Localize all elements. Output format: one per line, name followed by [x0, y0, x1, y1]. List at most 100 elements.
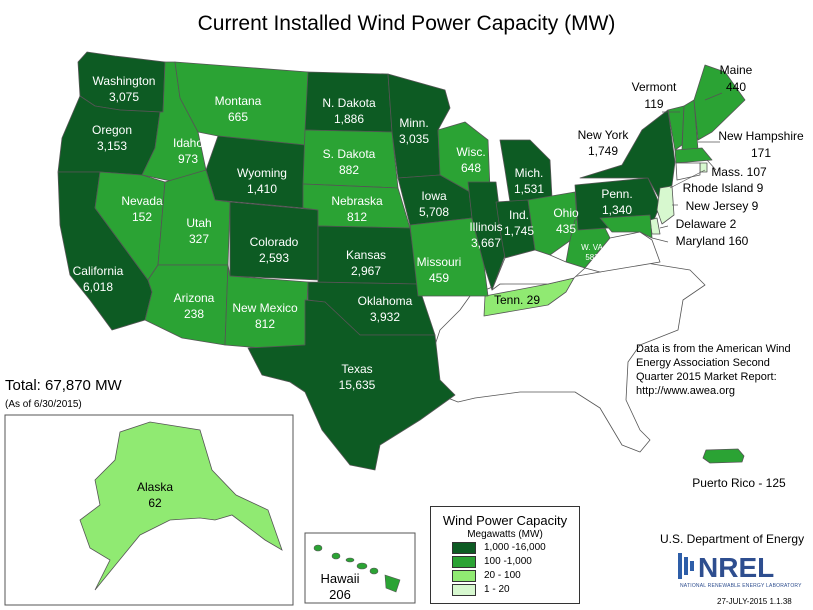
legend-item: 1,000 -16,000: [452, 541, 579, 554]
value-alaska: 62: [148, 496, 162, 510]
legend-title: Wind Power Capacity: [442, 513, 568, 528]
value-maine: 440: [726, 80, 746, 94]
legend-label: 100 -1,000: [484, 556, 532, 567]
label-new-mexico: New Mexico: [232, 301, 298, 315]
state-ohio: [527, 191, 579, 256]
legend: Wind Power Capacity Megawatts (MW) 1,000…: [430, 506, 580, 604]
state-maine: [693, 64, 746, 141]
label-oklahoma: Oklahoma: [358, 294, 413, 308]
legend-swatch-1000-16000: [452, 541, 476, 554]
value-utah: 327: [189, 232, 209, 246]
label-california: California: [73, 264, 124, 278]
legend-swatch-100-1000: [452, 555, 476, 568]
value-oklahoma: 3,932: [370, 310, 400, 324]
label-illinois: Illinois: [469, 220, 502, 234]
label-new-york: New York: [578, 128, 630, 142]
value-new-mexico: 812: [255, 317, 275, 331]
label-nebraska: Nebraska: [331, 194, 383, 208]
label-iowa: Iowa: [421, 189, 447, 203]
label-pennsylvania: Penn.: [601, 187, 632, 201]
value-kansas: 2,967: [351, 264, 381, 278]
legend-item: 1 - 20: [452, 583, 579, 596]
value-washington: 3,075: [109, 90, 139, 104]
legend-item: 20 - 100: [452, 569, 579, 582]
nrel-logo-mark: [678, 553, 694, 579]
nrel-subtitle: NATIONAL RENEWABLE ENERGY LABORATORY: [680, 583, 802, 589]
label-texas: Texas: [341, 362, 372, 376]
alaska-inset-frame: [4, 414, 294, 606]
legend-swatch-1-20: [452, 583, 476, 596]
value-colorado: 2,593: [259, 251, 289, 265]
state-wyoming: [205, 135, 306, 209]
value-montana: 665: [228, 110, 248, 124]
label-massachusetts: Mass. 107: [711, 165, 767, 179]
state-labels: Washington 3,075 Oregon 3,153 California…: [73, 74, 633, 392]
puerto-rico: [702, 448, 745, 464]
label-ohio: Ohio: [553, 206, 579, 220]
legend-item: 100 -1,000: [452, 555, 579, 568]
label-wisconsin: Wisc.: [456, 145, 485, 159]
value-missouri: 459: [429, 271, 449, 285]
hawaii-inset-frame: [304, 532, 416, 604]
label-rhode-island: Rhode Island 9: [683, 181, 764, 195]
state-arizona: [144, 264, 229, 346]
value-west-virginia: 583: [585, 253, 599, 262]
doe-credit: U.S. Department of Energy: [660, 532, 805, 546]
value-iowa: 5,708: [419, 205, 449, 219]
value-idaho: 973: [178, 152, 198, 166]
label-maryland: Maryland 160: [676, 234, 749, 248]
label-nevada: Nevada: [121, 194, 163, 208]
label-montana: Montana: [215, 94, 262, 108]
label-maine: Maine: [720, 63, 753, 77]
state-alaska: [79, 421, 283, 591]
value-north-dakota: 1,886: [334, 112, 364, 126]
value-illinois: 3,667: [471, 236, 501, 250]
label-washington: Washington: [93, 74, 156, 88]
state-kentucky: [491, 249, 586, 291]
label-north-dakota: N. Dakota: [322, 96, 376, 110]
label-arizona: Arizona: [174, 291, 215, 305]
value-michigan: 1,531: [514, 182, 544, 196]
value-wisconsin: 648: [461, 161, 481, 175]
label-puerto-rico: Puerto Rico - 125: [692, 476, 786, 490]
state-connecticut: [675, 162, 701, 181]
value-new-hampshire: 171: [751, 146, 771, 160]
state-missouri: [409, 217, 489, 297]
state-massachusetts: [674, 147, 713, 164]
label-vermont: Vermont: [632, 80, 677, 94]
version-date: 27-JULY-2015 1.1.38: [717, 597, 792, 606]
label-utah: Utah: [186, 216, 211, 230]
label-hawaii: Hawaii: [320, 571, 359, 586]
label-delaware: Delaware 2: [676, 217, 737, 231]
label-missouri: Missouri: [417, 255, 462, 269]
hawaii-islands: [313, 544, 401, 593]
state-new-york: [579, 109, 676, 201]
legend-label: 20 - 100: [484, 570, 521, 581]
label-colorado: Colorado: [250, 235, 299, 249]
label-west-virginia: W. VA: [581, 243, 603, 252]
value-indiana: 1,745: [504, 224, 534, 238]
value-oregon: 3,153: [97, 139, 127, 153]
label-oregon: Oregon: [92, 123, 132, 137]
label-new-hampshire: New Hampshire: [718, 129, 804, 143]
value-minnesota: 3,035: [399, 132, 429, 146]
state-new-jersey: [656, 185, 675, 225]
nrel-logo: NREL: [678, 552, 774, 583]
value-wyoming: 1,410: [247, 182, 277, 196]
value-ohio: 435: [556, 222, 576, 236]
value-nebraska: 812: [347, 210, 367, 224]
label-michigan: Mich.: [515, 166, 544, 180]
value-new-york: 1,749: [588, 144, 618, 158]
value-california: 6,018: [83, 280, 113, 294]
external-labels: New York 1,749 Vermont 119 Maine 440 New…: [137, 63, 804, 510]
value-pennsylvania: 1,340: [602, 203, 632, 217]
value-vermont: 119: [644, 97, 663, 111]
legend-label: 1,000 -16,000: [484, 542, 546, 553]
legend-subtitle: Megawatts (MW): [467, 529, 543, 540]
leader-lines: [651, 92, 723, 243]
label-indiana: Ind.: [509, 208, 529, 222]
nrel-logo-text: NREL: [698, 552, 774, 583]
value-nevada: 152: [132, 210, 152, 224]
label-alaska: Alaska: [137, 480, 173, 494]
